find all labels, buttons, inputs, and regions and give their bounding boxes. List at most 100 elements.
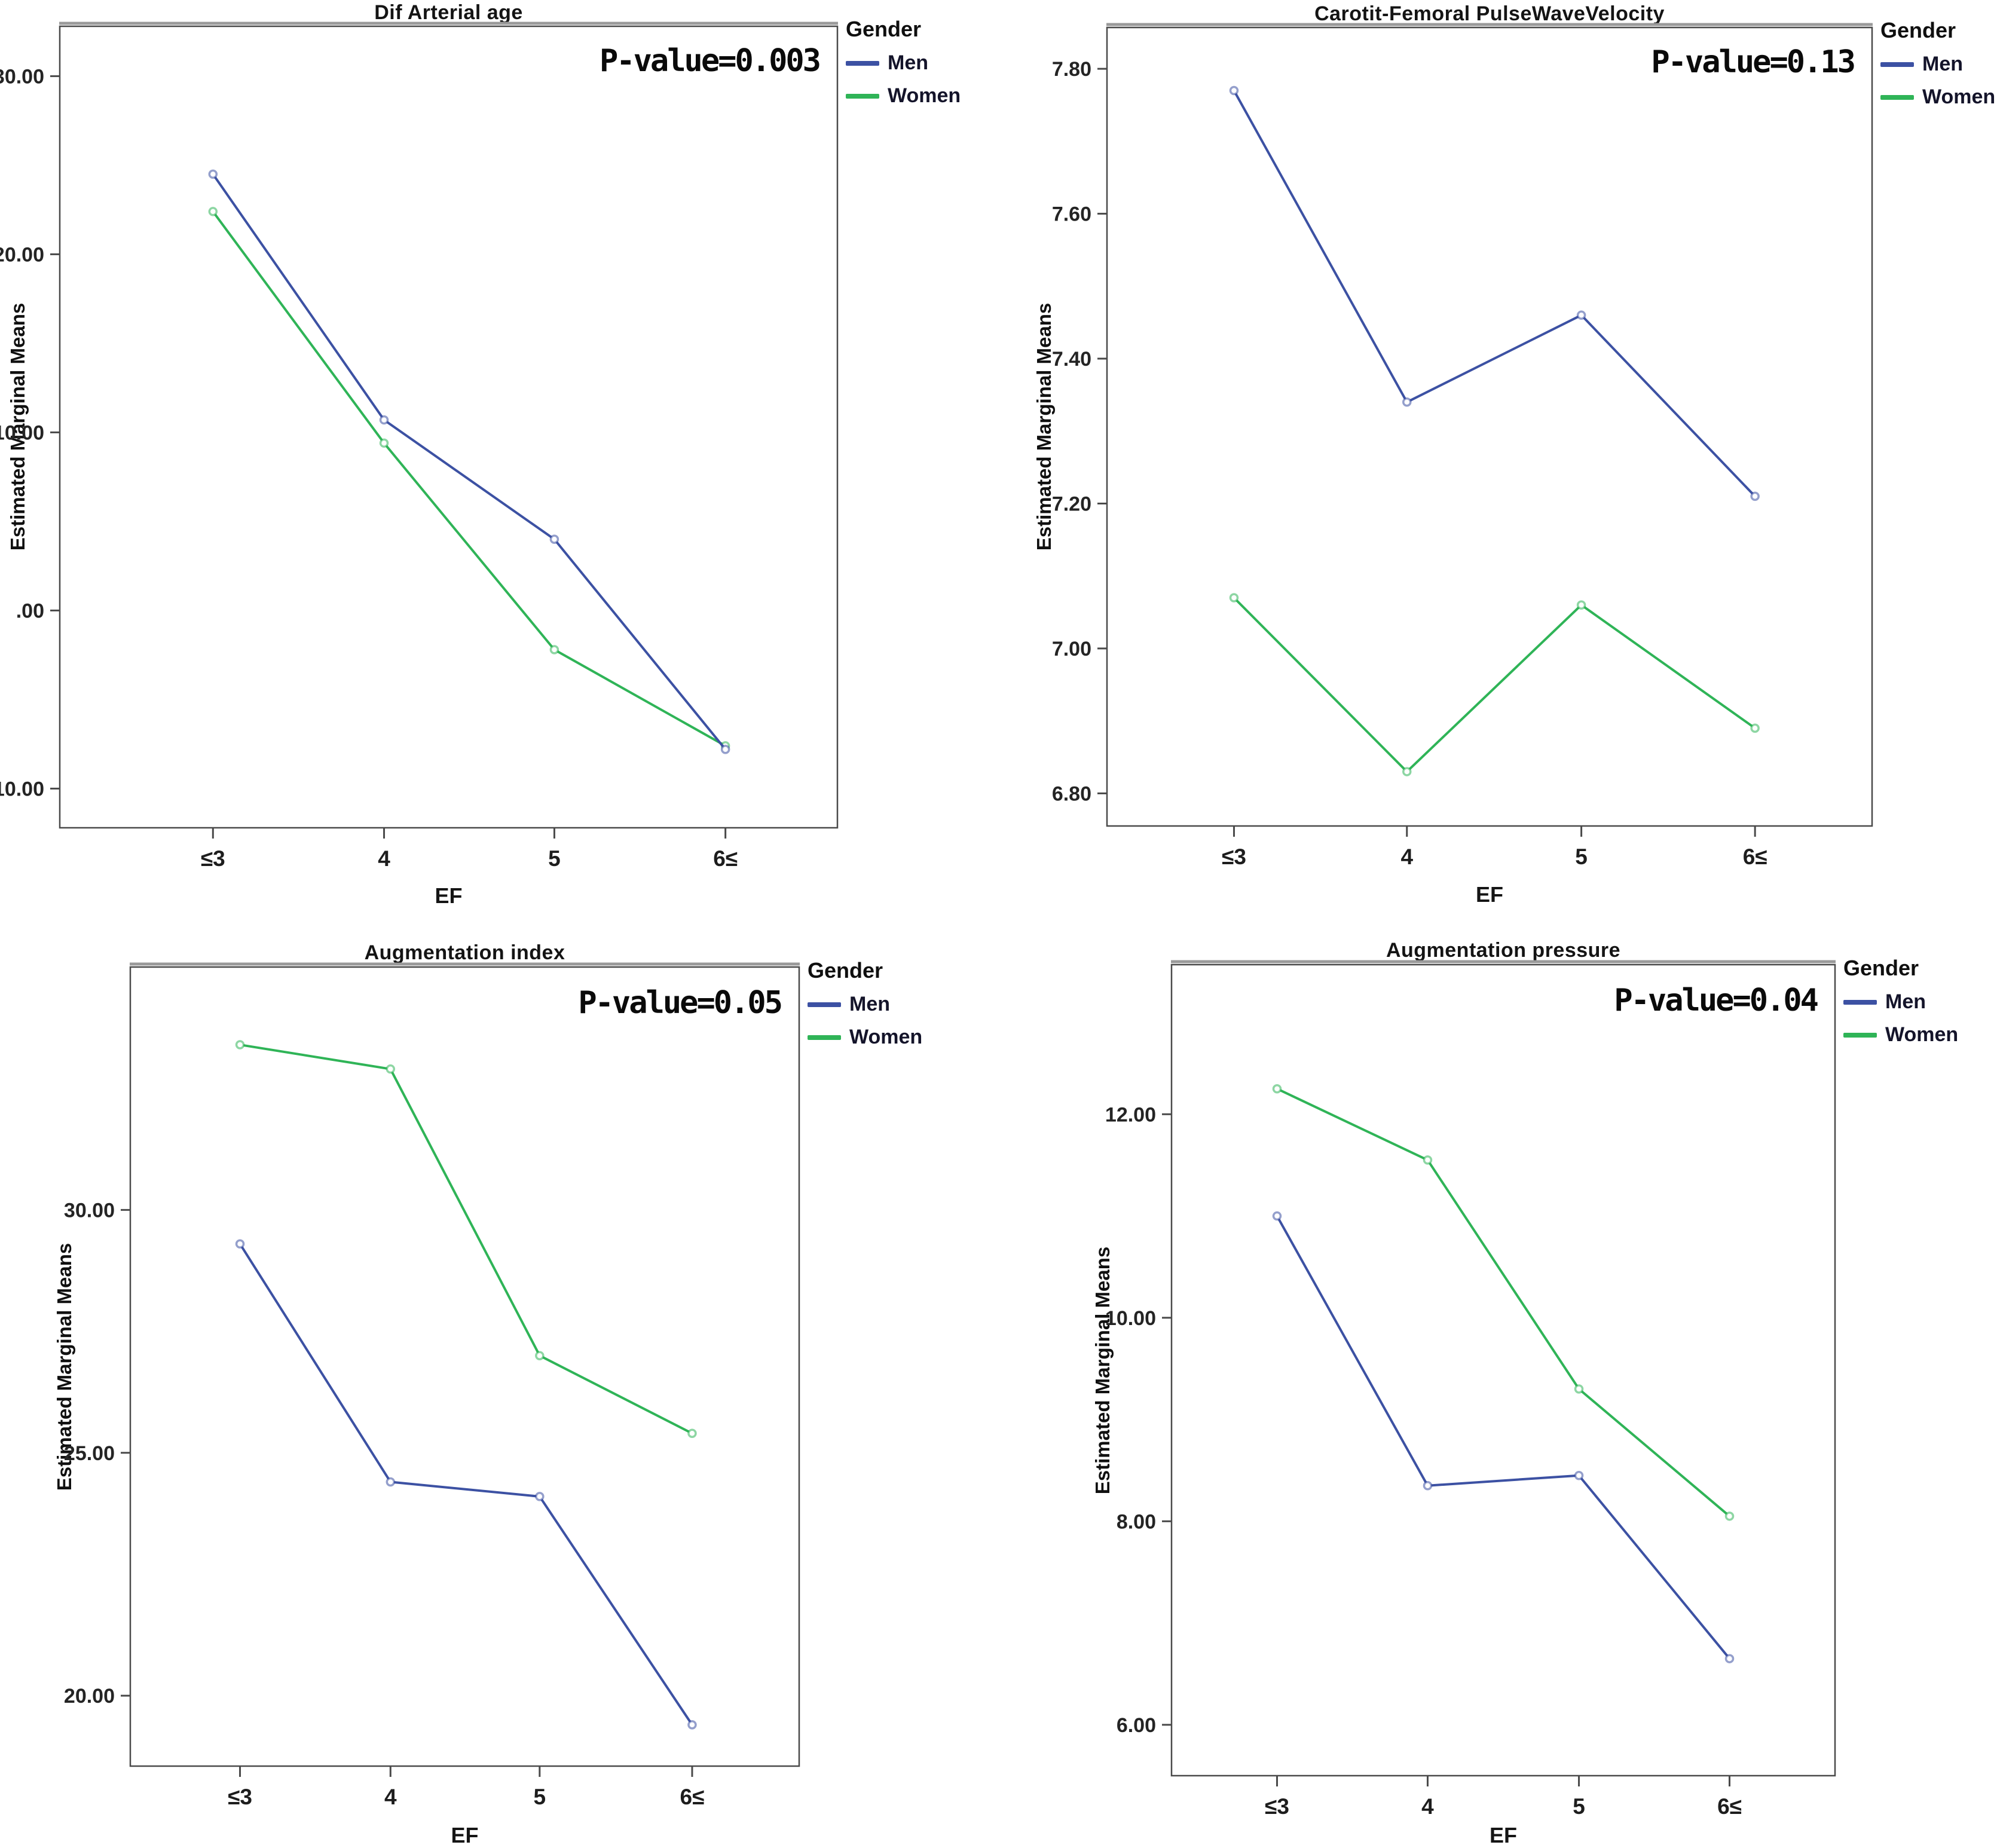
legend-title: Gender [846,17,922,41]
data-point-women [535,1351,545,1360]
y-tick-label: 8.00 [1117,1510,1156,1533]
data-point-women [1574,1384,1584,1394]
chart-title: Dif Arterial age [374,1,523,24]
x-tick-label: 4 [1400,845,1413,869]
legend: Gender Men Women [846,17,961,108]
legend-label-women: Women [849,1026,923,1048]
chart-panel-pulse-wave-velocity: Carotit-Femoral PulseWaveVelocity P-valu… [998,0,1997,916]
y-tick-label: 30.00 [0,65,44,88]
chart-title: Carotit-Femoral PulseWaveVelocity [1314,2,1665,25]
y-tick-label: 25.00 [64,1442,115,1465]
data-point-men [720,745,730,754]
x-tick-label: 5 [548,846,561,871]
y-tick-label: 12.00 [1105,1103,1156,1126]
chart-panel-dif-arterial-age: Dif Arterial age P-value=0.003 Estimated… [0,0,998,916]
data-point-men [208,169,218,179]
plot-area: 12.00 10.00 8.00 6.00 ≤3 4 5 6≤ [1105,960,1836,1819]
data-point-women [1402,767,1412,776]
legend-item-men: Men [808,993,922,1016]
legend-label-women: Women [1885,1023,1959,1046]
p-value-label: P-value=0.04 [1614,983,1819,1018]
x-tick-label: 5 [1573,1794,1585,1819]
legend-title: Gender [1843,956,1919,980]
legend-item-men: Men [846,51,961,75]
legend-item-women: Women [846,84,961,108]
legend-label-men: Men [1885,990,1926,1013]
data-point-men [379,415,389,425]
data-point-women [1724,1512,1735,1521]
data-point-men [1574,1470,1584,1480]
plot-area: 7.80 7.60 7.40 7.20 7.00 6.80 ≤3 4 5 6≤ [1052,23,1873,869]
data-point-men [1576,310,1586,320]
data-point-women [1576,600,1586,610]
y-tick-label: 10.00 [1105,1307,1156,1330]
series-line-men [238,1243,693,1726]
y-tick-label: 7.60 [1052,203,1091,226]
data-point-men [549,534,559,544]
data-point-women [1272,1084,1282,1094]
y-tick-label: 7.00 [1052,638,1091,660]
series-line-women [1276,1087,1731,1517]
x-tick-label: ≤3 [1222,845,1246,869]
women-line-swatch [808,1035,841,1040]
data-point-men [1272,1211,1282,1221]
x-tick-label: ≤3 [1265,1794,1289,1819]
data-point-women [1750,723,1760,733]
legend-item-women: Women [808,1026,922,1049]
legend: Gender Men Women [1880,18,1995,109]
legend-label-men: Men [1922,53,1963,75]
data-point-men [1229,85,1239,96]
data-point-women [1229,593,1239,602]
data-point-women [386,1064,396,1074]
y-tick-label: -10.00 [0,778,44,800]
y-tick-label: .00 [16,599,44,622]
women-line-swatch [1843,1032,1877,1038]
y-tick-label: 7.20 [1052,493,1091,516]
legend-title: Gender [808,958,883,983]
series-line-men [1233,89,1757,498]
y-tick-label: 10.00 [0,421,44,444]
y-tick-label: 6.00 [1117,1714,1156,1737]
legend: Gender Men Women [808,958,922,1049]
chart-title: Augmentation pressure [1386,939,1621,962]
x-tick-label: 4 [1421,1794,1434,1819]
men-line-swatch [808,1002,841,1007]
chart-panel-augmentation-index: Augmentation index P-value=0.05 Estimate… [0,916,998,1847]
chart-title: Augmentation index [364,941,565,964]
legend-label-men: Men [888,51,928,74]
data-point-women [549,645,559,654]
p-value-label: P-value=0.13 [1651,44,1856,80]
y-tick-label: 20.00 [64,1685,115,1708]
data-point-men [1750,491,1760,501]
series-line-women [238,1044,693,1435]
chart-panel-augmentation-pressure: Augmentation pressure P-value=0.04 Estim… [998,916,1997,1847]
data-point-women [208,207,218,216]
legend: Gender Men Women [1843,956,1958,1047]
p-value-label: P-value=0.05 [578,985,783,1021]
data-point-women [235,1040,245,1050]
x-tick-label: 6≤ [713,846,738,871]
legend-item-women: Women [1843,1023,1958,1047]
x-tick-label: 5 [1575,845,1588,869]
x-tick-label: ≤3 [201,846,225,871]
men-line-swatch [1880,62,1914,67]
series-line-women [212,210,727,747]
x-tick-label: 6≤ [1743,845,1767,869]
p-value-label: P-value=0.003 [600,43,821,79]
x-tick-label: 6≤ [1717,1794,1742,1819]
data-point-men [535,1492,545,1501]
women-line-swatch [1880,94,1914,100]
data-point-women [379,438,389,448]
series-line-men [1276,1214,1731,1660]
plot-frame [1106,26,1873,827]
y-tick-label: 30.00 [64,1199,115,1222]
legend-item-men: Men [1843,990,1958,1014]
data-point-men [687,1720,697,1730]
data-point-men [386,1477,396,1487]
series-line-women [1233,596,1757,773]
legend-label-women: Women [1922,85,1996,108]
men-line-swatch [1843,999,1877,1005]
y-tick-label: 7.40 [1052,348,1091,371]
legend-item-men: Men [1880,53,1995,76]
x-axis-title: EF [435,883,463,908]
